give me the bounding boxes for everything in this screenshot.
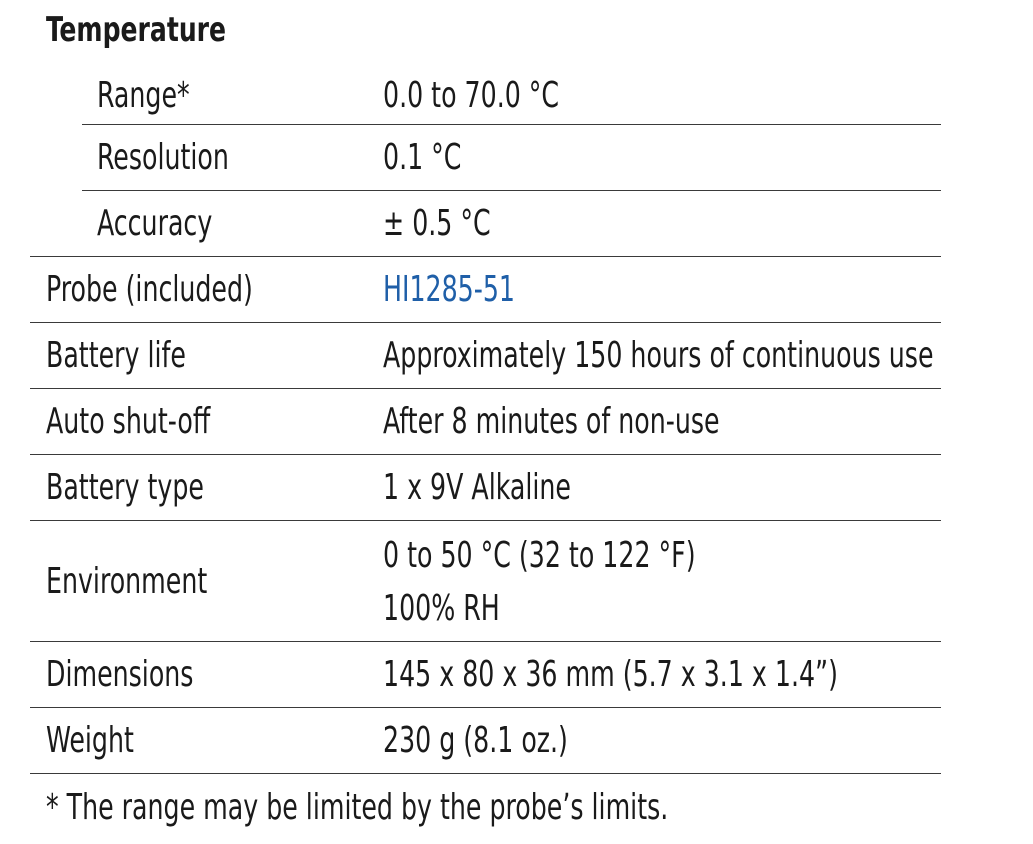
spec-label: Weight [46, 720, 134, 761]
spec-label: Range* [97, 75, 190, 116]
spec-row-accuracy: Accuracy ± 0.5 °C [30, 190, 941, 257]
spec-row-resolution: Resolution 0.1 °C [82, 124, 941, 191]
section-title: Temperature [46, 10, 227, 50]
spec-row-battery-type: Battery type 1 x 9V Alkaline [30, 454, 941, 521]
spec-row-auto-shut-off: Auto shut-off After 8 minutes of non-use [30, 388, 941, 455]
spec-row-range: Range* 0.0 to 70.0 °C [82, 68, 941, 125]
spec-label: Probe (included) [46, 269, 253, 310]
spec-value: Approximately 150 hours of continuous us… [383, 335, 934, 376]
spec-value: 1 x 9V Alkaline [383, 467, 571, 508]
spec-value: ± 0.5 °C [383, 203, 491, 244]
spec-label: Resolution [97, 137, 229, 178]
spec-value: 145 x 80 x 36 mm (5.7 x 3.1 x 1.4”) [383, 654, 838, 695]
spec-label: Accuracy [97, 203, 213, 244]
spec-value: 230 g (8.1 oz.) [383, 720, 568, 761]
spec-value: 0.1 °C [383, 137, 462, 178]
spec-row-probe: Probe (included) HI1285-51 [30, 256, 941, 323]
footnote: * The range may be limited by the probe’… [46, 787, 669, 828]
spec-row-battery-life: Battery life Approximately 150 hours of … [30, 322, 941, 389]
spec-row-dimensions: Dimensions 145 x 80 x 36 mm (5.7 x 3.1 x… [30, 641, 941, 708]
spec-label: Auto shut-off [46, 401, 211, 442]
spec-row-environment: Environment 0 to 50 °C (32 to 122 °F) 10… [30, 520, 941, 642]
spec-label: Battery life [46, 335, 186, 376]
spec-label: Battery type [46, 467, 204, 508]
probe-link[interactable]: HI1285-51 [383, 269, 515, 310]
spec-value: 0 to 50 °C (32 to 122 °F) [383, 535, 696, 576]
spec-row-weight: Weight 230 g (8.1 oz.) [30, 707, 941, 774]
spec-value: 0.0 to 70.0 °C [383, 75, 560, 116]
spec-label: Environment [46, 561, 208, 602]
spec-label: Dimensions [46, 654, 194, 695]
spec-value: After 8 minutes of non-use [383, 401, 720, 442]
spec-value: 100% RH [383, 588, 500, 629]
